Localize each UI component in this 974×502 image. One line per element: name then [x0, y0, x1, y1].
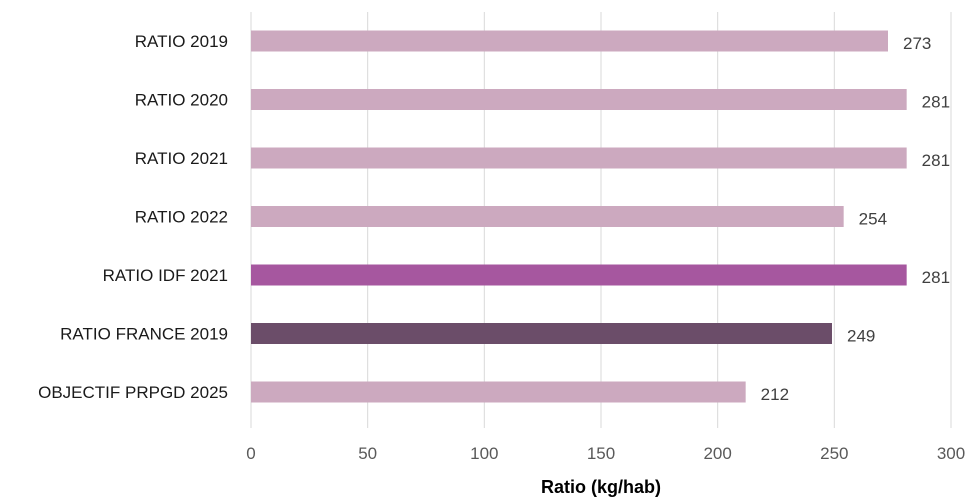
category-label: RATIO 2020 — [135, 91, 228, 110]
category-label: RATIO 2019 — [135, 32, 228, 51]
bars — [251, 30, 907, 403]
bar — [251, 264, 907, 286]
x-tick-label: 50 — [358, 444, 377, 463]
x-axis-ticks: 0 50 100 150 200 250 300 — [246, 444, 965, 463]
data-label: 249 — [847, 327, 875, 346]
category-label: RATIO IDF 2021 — [103, 266, 228, 285]
data-label: 212 — [761, 385, 789, 404]
data-label: 281 — [922, 93, 950, 112]
category-label: RATIO 2021 — [135, 149, 228, 168]
category-label: OBJECTIF PRPGD 2025 — [38, 383, 228, 402]
bar — [251, 147, 907, 169]
data-label: 281 — [922, 268, 950, 287]
value-labels: 273 281 281 254 281 249 212 — [761, 34, 950, 404]
data-label: 254 — [859, 210, 887, 229]
bar — [251, 323, 832, 344]
data-label: 273 — [903, 34, 931, 53]
data-label: 281 — [922, 151, 950, 170]
category-label: RATIO FRANCE 2019 — [60, 325, 228, 344]
x-tick-label: 250 — [820, 444, 848, 463]
x-tick-label: 200 — [703, 444, 731, 463]
x-tick-label: 0 — [246, 444, 255, 463]
x-axis-title: Ratio (kg/hab) — [541, 477, 661, 497]
bar — [251, 206, 844, 227]
bar — [251, 30, 888, 52]
x-tick-label: 150 — [587, 444, 615, 463]
category-labels: RATIO 2019 RATIO 2020 RATIO 2021 RATIO 2022… — [38, 32, 228, 402]
bar — [251, 89, 907, 110]
x-tick-label: 100 — [470, 444, 498, 463]
bar — [251, 381, 746, 403]
x-tick-label: 300 — [937, 444, 965, 463]
category-label: RATIO 2022 — [135, 208, 228, 227]
